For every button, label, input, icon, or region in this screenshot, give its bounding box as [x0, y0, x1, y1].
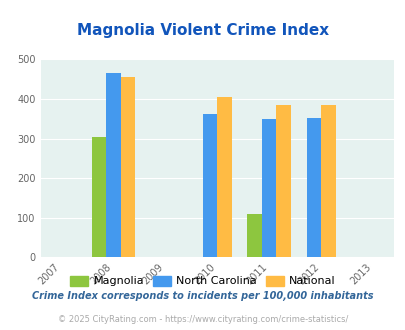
Text: Crime Index corresponds to incidents per 100,000 inhabitants: Crime Index corresponds to incidents per…	[32, 291, 373, 301]
Bar	[202, 114, 217, 257]
Legend: Magnolia, North Carolina, National: Magnolia, North Carolina, National	[66, 271, 339, 291]
Bar	[120, 77, 135, 257]
Text: Magnolia Violent Crime Index: Magnolia Violent Crime Index	[77, 23, 328, 38]
Bar	[247, 214, 261, 257]
Bar	[91, 137, 106, 257]
Text: © 2025 CityRating.com - https://www.cityrating.com/crime-statistics/: © 2025 CityRating.com - https://www.city…	[58, 315, 347, 324]
Bar	[106, 73, 120, 257]
Bar	[261, 119, 276, 257]
Bar	[320, 105, 335, 257]
Bar	[306, 117, 320, 257]
Bar	[276, 105, 290, 257]
Bar	[217, 97, 231, 257]
